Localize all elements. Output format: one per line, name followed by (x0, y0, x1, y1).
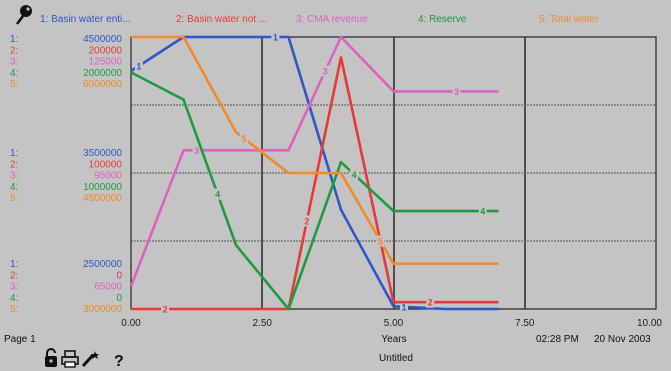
magic-wand-icon[interactable] (81, 351, 99, 368)
series-3-marker-bg (192, 144, 201, 156)
scale-bottom-value-1: 2500000 (83, 259, 122, 270)
scale-top-index-2: 2: (10, 45, 18, 56)
series-4-marker-bg (213, 188, 222, 200)
scale-bottom-value-4: 0 (116, 293, 122, 304)
legend-item-4[interactable]: 4: Reserve (418, 14, 467, 25)
series-4-marker: 4 (480, 207, 485, 217)
series-3-marker: 3 (323, 67, 328, 77)
series-2-marker-bg (302, 215, 311, 227)
series-1-marker-bg (134, 60, 143, 72)
series-5-marker: 5 (241, 134, 246, 144)
legend-item-3[interactable]: 3: CMA revenue (296, 14, 368, 25)
scale-top-index-3: 3: (10, 57, 18, 68)
series-3-marker-bg (452, 85, 461, 97)
date-label: 20 Nov 2003 (594, 334, 651, 345)
series-4-marker-bg (478, 205, 487, 217)
scale-top-index-1: 1: (10, 34, 18, 45)
scale-top-value-2: 200000 (89, 45, 123, 56)
legend-item-2[interactable]: 2: Basin water not ... (176, 14, 267, 25)
legend-item-1[interactable]: 1: Basin water enti... (40, 14, 131, 25)
series-3-marker: 3 (454, 87, 459, 97)
scale-middle-value-4: 1000000 (83, 182, 122, 193)
pin-icon[interactable] (16, 5, 32, 25)
series-5-line (131, 35, 499, 266)
series-layer: 1 1 1 2 2 2 3 3 3 4 4 4 5 5 (129, 31, 499, 315)
scale-bottom-index-3: 3: (10, 282, 18, 293)
footer: Page 1 02:28 PM 20 Nov 2003 Untitled ? (4, 334, 651, 370)
series-4-marker-bg (350, 168, 359, 180)
x-tick-label: 0.00 (121, 318, 141, 329)
series-1-marker-bg (271, 31, 280, 43)
series-2-line (131, 56, 499, 311)
series-1-marker: 1 (401, 302, 406, 312)
horizontal-gridlines (131, 104, 656, 242)
scale-bottom-index-5: 5: (10, 304, 18, 315)
y-scales: 1: 4500000 2: 200000 3: 125000 4: 2000000 5: 6000… (10, 34, 122, 315)
x-tick-label: 5.00 (384, 318, 404, 329)
scale-bottom-index-4: 4: (10, 293, 18, 304)
scale-middle-index-4: 4: (10, 182, 18, 193)
x-tick-label: 7.50 (515, 318, 535, 329)
document-title: Untitled (379, 353, 413, 364)
x-axis-label: Years (381, 334, 406, 345)
print-icon[interactable] (61, 350, 79, 368)
series-1-marker: 1 (273, 33, 278, 43)
series-4-marker: 4 (352, 170, 357, 180)
series-2-marker: 2 (428, 298, 433, 308)
scale-middle-value-2: 100000 (89, 159, 123, 170)
series-5-marker-bg (239, 132, 248, 144)
plot-area: 1 1 1 2 2 2 3 3 3 4 4 4 5 5 (129, 31, 657, 315)
scale-top-index-5: 5: (10, 79, 18, 90)
series-1-marker-bg (400, 301, 408, 313)
series-5-marker: 5 (378, 237, 383, 247)
scale-middle-value-3: 95000 (94, 171, 122, 182)
series-3-marker-bg (321, 65, 330, 77)
series-2-marker: 2 (163, 305, 168, 315)
series-2-marker: 2 (304, 216, 309, 226)
scale-middle-value-5: 4500000 (83, 193, 122, 204)
series-1-marker: 1 (136, 61, 141, 71)
series-3-line (129, 35, 499, 287)
help-icon[interactable]: ? (114, 353, 124, 370)
scale-middle-index-5: 5: (10, 193, 18, 204)
scale-middle-index-2: 2: (10, 159, 18, 170)
x-tick-label: 2.50 (253, 318, 273, 329)
x-tick-label: 10.00 (637, 318, 662, 329)
series-4-line (130, 71, 499, 311)
page-label: Page 1 (4, 334, 36, 345)
scale-top-value-5: 6000000 (83, 79, 122, 90)
scale-middle-value-1: 3500000 (83, 148, 122, 159)
series-1-line (130, 35, 499, 311)
lock-icon[interactable] (45, 348, 57, 367)
scale-middle-index-3: 3: (10, 171, 18, 182)
series-2-marker-bg (426, 296, 435, 308)
scale-bottom-index-2: 2: (10, 270, 18, 281)
scale-top-value-4: 2000000 (83, 68, 122, 79)
scale-bottom-index-1: 1: (10, 259, 18, 270)
scale-top-value-3: 125000 (89, 57, 123, 68)
scale-bottom-value-5: 3000000 (83, 304, 122, 315)
legend: 1: Basin water enti... 2: Basin water no… (16, 5, 599, 25)
scale-middle-index-1: 1: (10, 148, 18, 159)
series-4-marker: 4 (215, 190, 220, 200)
scale-top-index-4: 4: (10, 68, 18, 79)
scale-bottom-value-3: 65000 (94, 282, 122, 293)
series-3-marker: 3 (194, 146, 199, 156)
series-2-marker-bg (161, 303, 170, 315)
x-axis: 0.00 2.50 5.00 7.50 10.00 (121, 318, 662, 329)
series-5-marker-bg (376, 235, 385, 247)
scale-bottom-value-2: 0 (116, 270, 122, 281)
legend-item-5[interactable]: 5: Total water (539, 14, 599, 25)
time-label: 02:28 PM (536, 334, 579, 345)
scale-top-value-1: 4500000 (83, 34, 122, 45)
